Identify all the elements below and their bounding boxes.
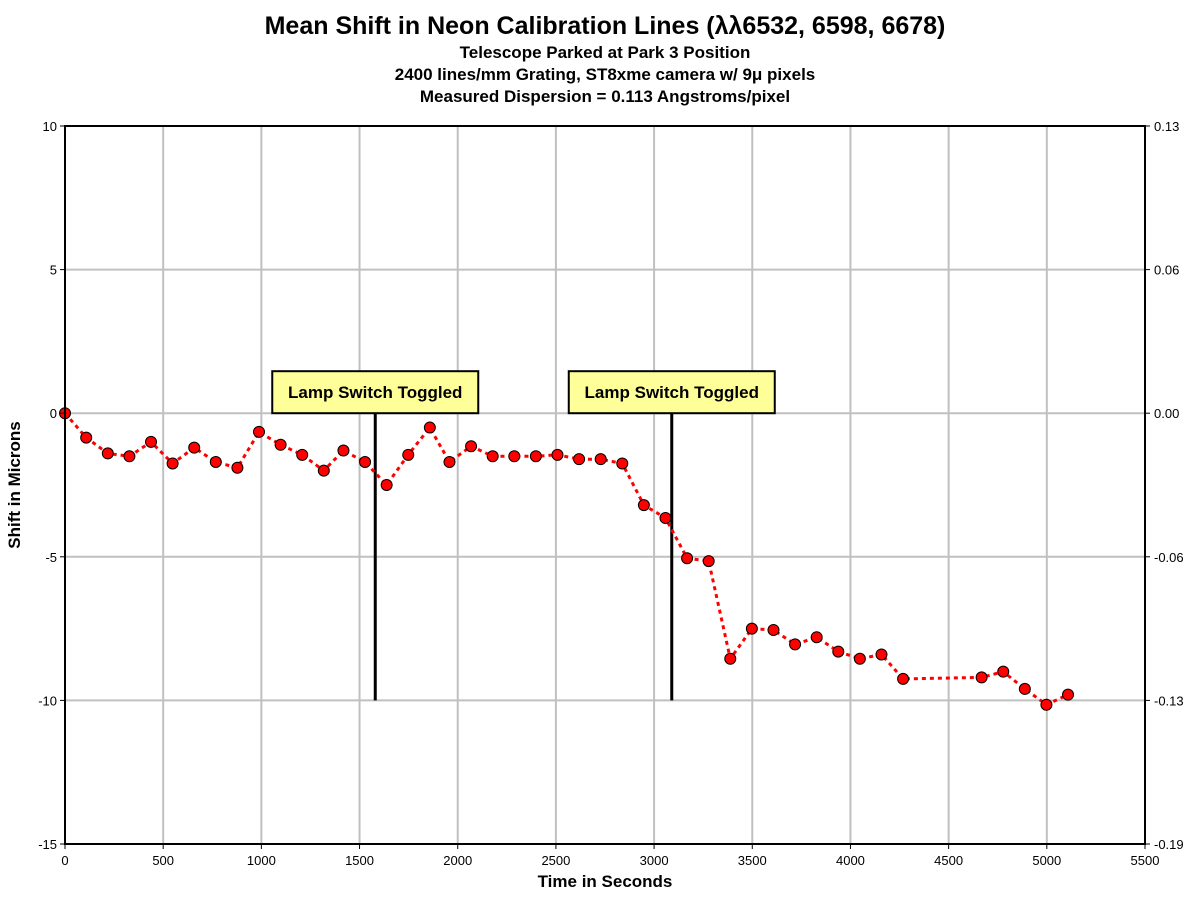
data-point <box>423 421 436 434</box>
data-point <box>1018 682 1031 695</box>
chart-title: Mean Shift in Neon Calibration Lines (λλ… <box>265 12 946 40</box>
data-point <box>380 479 393 491</box>
data-point <box>875 648 888 661</box>
x-tick-label: 2000 <box>443 853 472 868</box>
data-point <box>637 499 650 512</box>
data-point <box>573 453 586 466</box>
data-point <box>594 453 607 466</box>
data-point <box>810 631 823 644</box>
x-tick-label: 4000 <box>836 853 865 868</box>
y-tick-labels: 10 5 0 -5 -10 -15 <box>38 119 65 852</box>
data-point <box>465 440 478 453</box>
data-point <box>832 645 845 658</box>
data-point <box>997 665 1010 678</box>
y-tick-label: -10 <box>38 693 57 708</box>
grid <box>65 126 1145 844</box>
x-tick-label: 5000 <box>1032 853 1061 868</box>
y-tick-label: -5 <box>45 550 57 565</box>
y2-tick-label: -0.19 <box>1154 837 1184 852</box>
annotation-box <box>567 370 776 415</box>
data-point <box>145 435 158 448</box>
y-tick-label: 5 <box>50 263 57 278</box>
y2-tick-label: -0.13 <box>1154 693 1184 708</box>
x-tick-label: 5500 <box>1131 853 1160 868</box>
x-tick-label: 500 <box>152 853 174 868</box>
y2-tick-label: -0.06 <box>1154 550 1184 565</box>
data-point <box>702 555 715 568</box>
data-point <box>529 450 542 463</box>
annotation-lamp-switch-2: Lamp Switch Toggled <box>567 370 776 701</box>
x-axis-label: Time in Seconds <box>538 872 673 891</box>
data-point <box>80 431 93 444</box>
data-point <box>767 624 780 637</box>
plot-frame <box>64 125 1146 845</box>
chart-subtitle-2: 2400 lines/mm Grating, ST8xme camera w/ … <box>395 65 816 84</box>
data-point <box>551 448 564 461</box>
data-point <box>123 450 136 463</box>
data-point <box>897 672 910 685</box>
data-point <box>659 512 672 525</box>
x-tick-label: 2500 <box>541 853 570 868</box>
y2-tick-labels: 0.13 0.06 0.00 -0.06 -0.13 -0.19 <box>1145 119 1184 852</box>
data-point <box>975 671 988 684</box>
x-tick-label: 1000 <box>247 853 276 868</box>
chart-subtitle-3: Measured Dispersion = 0.113 Angstroms/pi… <box>420 87 790 106</box>
chart-subtitle-1: Telescope Parked at Park 3 Position <box>460 43 751 62</box>
y2-tick-label: 0.00 <box>1154 406 1179 421</box>
annotation-lamp-switch-1: Lamp Switch Toggled <box>271 370 480 701</box>
data-point <box>231 461 244 474</box>
data-point <box>1040 698 1053 711</box>
data-point <box>274 438 287 451</box>
annotation-box <box>271 370 480 415</box>
x-tick-label: 1500 <box>345 853 374 868</box>
data-point <box>745 622 758 635</box>
data-point <box>209 456 222 469</box>
x-tick-labels: 0 500 1000 1500 2000 2500 3000 3500 4000 4500 5000… <box>61 844 1159 868</box>
data-point <box>101 447 114 460</box>
data-point <box>166 457 179 470</box>
x-tick-label: 4500 <box>934 853 963 868</box>
annotations: Lamp Switch Toggled Lamp Switch Toggled <box>271 370 776 701</box>
annotation-label: Lamp Switch Toggled <box>288 383 462 402</box>
data-point <box>337 444 350 457</box>
data-point <box>616 457 629 470</box>
data-point <box>443 456 456 469</box>
data-point <box>681 552 694 565</box>
annotation-label: Lamp Switch Toggled <box>585 383 759 402</box>
data-point <box>724 652 737 665</box>
y2-tick-label: 0.13 <box>1154 119 1179 134</box>
data-point <box>1062 688 1075 701</box>
data-point <box>296 448 309 461</box>
data-point <box>508 450 521 463</box>
data-points <box>59 407 1075 711</box>
y2-tick-label: 0.06 <box>1154 263 1179 278</box>
data-point <box>789 638 802 651</box>
data-point <box>317 464 330 477</box>
y-tick-label: -15 <box>38 837 57 852</box>
data-point <box>253 425 266 438</box>
y-axis-label: Shift in Microns <box>5 421 24 549</box>
x-tick-label: 0 <box>61 853 68 868</box>
y-tick-label: 0 <box>50 406 57 421</box>
x-tick-label: 3500 <box>738 853 767 868</box>
data-point <box>402 448 415 461</box>
data-point <box>853 652 866 665</box>
y-tick-label: 10 <box>43 119 57 134</box>
data-point <box>359 456 372 469</box>
data-point <box>486 450 499 463</box>
x-tick-label: 3000 <box>640 853 669 868</box>
data-point <box>188 441 201 454</box>
